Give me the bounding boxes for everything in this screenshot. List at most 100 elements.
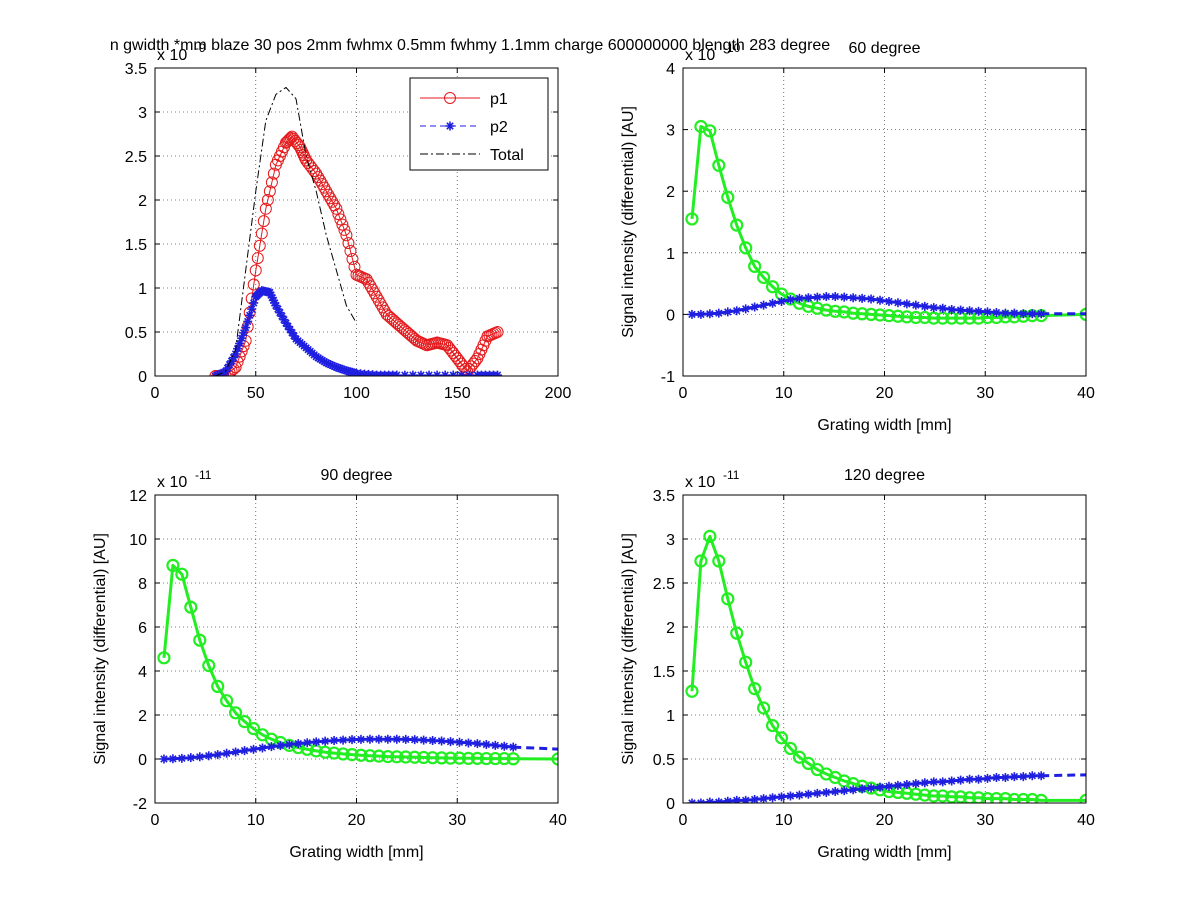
data-point [927,789,941,803]
data-point [974,306,984,316]
data-point [314,174,327,187]
data-point [714,797,724,803]
data-point [759,300,769,310]
data-point [920,301,930,311]
data-point [732,795,742,803]
data-point [965,774,975,784]
data-point [424,370,434,376]
y-multiplier-exponent: -10 [723,41,741,55]
data-point [282,134,295,147]
data-point [289,331,299,341]
data-point [857,293,867,303]
data-point [685,212,699,226]
data-point [783,741,798,756]
data-point [489,370,499,376]
data-point [233,344,243,354]
data-point [732,306,742,316]
data-point [991,772,1001,782]
x-tick-label: 30 [976,385,994,402]
data-point [920,778,930,788]
data-point [273,304,283,314]
x-tick-label: 20 [876,812,894,829]
y-multiplier: x 10 [157,474,187,491]
x-tick-label: 10 [775,385,793,402]
figure-suptitle: n gwidth *mm blaze 30 pos 2mm fwhmx 0.5m… [110,37,830,54]
data-point [237,333,247,343]
data-point [394,320,407,333]
data-point [324,192,337,205]
x-tick-label: 40 [1077,812,1095,829]
y-tick-label: 12 [129,488,147,505]
data-point [703,124,717,138]
y-tick-label: 3.5 [125,61,147,78]
data-point [246,722,261,736]
y-axis-label: Signal intensity (differential) [AU] [620,106,637,338]
data-point [428,736,438,746]
data-point [759,794,769,803]
data-point [318,745,332,759]
data-point [279,315,289,325]
data-point [257,743,267,753]
data-point [792,750,807,764]
x-axis-label: Grating width [mm] [289,844,423,861]
data-point [231,747,241,757]
data-point [902,780,912,790]
data-point [875,782,885,792]
data-point [974,774,984,784]
data-point [750,302,760,312]
data-point [365,734,375,744]
data-point [828,304,842,318]
x-axis-label: Grating width [mm] [817,844,951,861]
series-group [209,86,504,376]
y-tick-label: 0 [138,752,147,769]
data-point [286,130,299,143]
data-point [372,749,386,763]
data-point [464,370,474,376]
data-point [261,194,274,206]
series-total [215,86,357,376]
data-point [801,756,815,771]
data-point [220,694,234,708]
data-point [281,135,294,148]
series-line [215,136,498,376]
y-tick-label: 3 [138,105,147,122]
data-point [446,737,456,747]
data-point [947,304,957,314]
data-point [947,776,957,786]
x-tick-label: 30 [448,812,466,829]
data-point [267,167,280,180]
data-point [712,554,726,568]
data-point [370,290,383,303]
data-point [448,370,458,376]
data-point [929,303,939,313]
data-point [293,739,303,749]
data-point [390,750,404,764]
data-point [237,714,252,729]
data-point [219,367,229,376]
data-point [962,791,977,803]
data-point [991,308,1001,318]
y-multiplier: x 10 [685,47,715,64]
data-point [882,309,896,323]
data-point [911,779,921,789]
y-tick-label: 1.5 [653,664,675,681]
x-tick-label: 50 [247,385,265,402]
y-tick-label: -2 [133,796,147,813]
data-point [346,252,359,265]
data-point [893,780,903,790]
x-tick-label: 10 [775,812,793,829]
data-point [506,752,520,766]
data-point [339,365,349,375]
data-point [488,751,502,766]
data-point [1016,792,1030,803]
data-point [687,309,697,319]
data-point [417,750,431,765]
data-point [287,328,297,338]
data-point [419,338,432,351]
data-point [392,734,402,744]
data-point [1000,308,1010,318]
data-point [774,731,789,745]
